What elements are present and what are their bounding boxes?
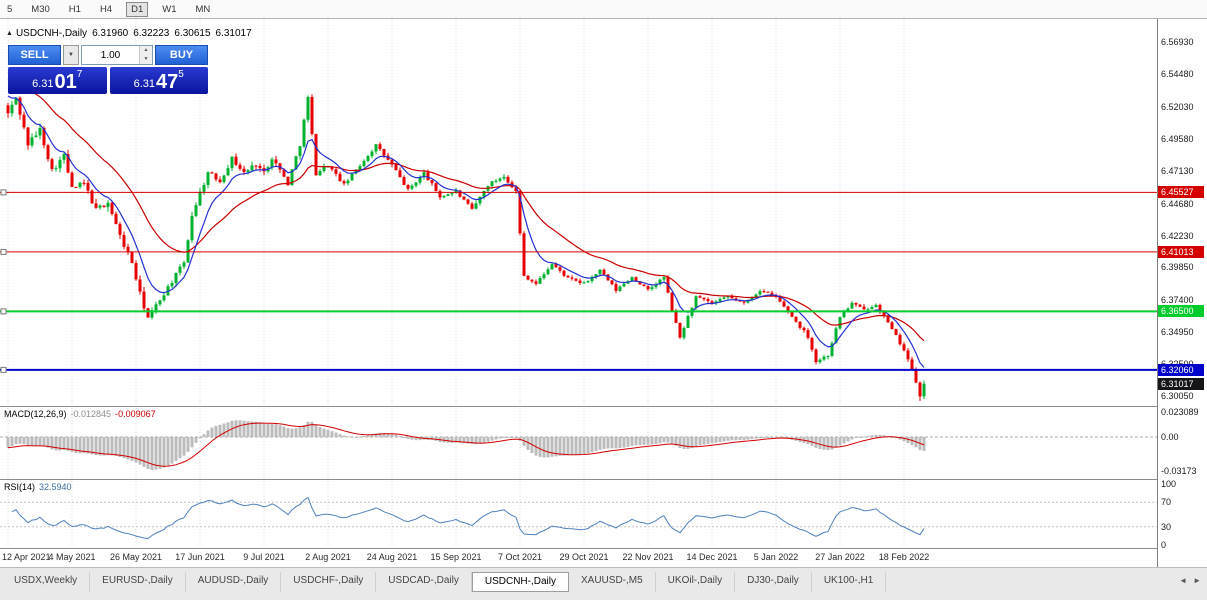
date-axis-label: 15 Sep 2021	[430, 552, 482, 562]
date-axis-label: 18 Feb 2022	[878, 552, 930, 562]
date-axis-label: 26 May 2021	[109, 552, 163, 562]
chart-tab-audusd-daily[interactable]: AUDUSD-,Daily	[186, 572, 282, 592]
sell-price-prefix: 6.31	[32, 78, 54, 90]
date-axis-label: 14 Dec 2021	[686, 552, 738, 562]
price-axis[interactable]: 6.56930 6.54480 6.52030 6.49580 6.47130 6.446…	[1157, 19, 1207, 567]
price-level-tag: 6.31017	[1158, 377, 1204, 390]
timeframe-button-H4[interactable]: H4	[99, 3, 113, 15]
price-level-tag: 6.36500	[1158, 305, 1204, 318]
price-level-tag: 6.41013	[1158, 245, 1204, 258]
buy-price-pips: 47	[156, 71, 179, 93]
date-axis-label: 22 Nov 2021	[622, 552, 674, 562]
chart-tab-dj30-daily[interactable]: DJ30-,Daily	[735, 572, 812, 592]
chart-tab-usdcnh-daily[interactable]: USDCNH-,Daily	[471, 572, 569, 592]
axis-tick-label: 6.30050	[1161, 391, 1194, 402]
ohlc-close: 6.31017	[215, 28, 252, 39]
timeframe-button-W1[interactable]: W1	[162, 3, 177, 15]
axis-tick-label: 30	[1161, 521, 1172, 532]
date-axis-label: 17 Jun 2021	[175, 552, 225, 562]
timeframe-button-D1[interactable]: D1	[126, 1, 149, 17]
sell-button[interactable]: SELL	[8, 45, 61, 65]
ohlc-open: 6.31960	[92, 28, 129, 39]
date-axis-label: 24 Aug 2021	[366, 552, 418, 562]
buy-price-point: 5	[178, 69, 184, 80]
rsi-name: RSI(14)	[4, 482, 36, 492]
chart-tab-usdx-weekly[interactable]: USDX,Weekly	[2, 572, 91, 592]
date-axis-label: 5 Jan 2022	[753, 552, 799, 562]
date-axis-label: 2 Aug 2021	[305, 552, 351, 562]
date-axis-label: 12 Apr 2021	[2, 552, 51, 562]
chart-window: ▲ USDCNH-,Daily 6.31960 6.32223 6.30615 6.310…	[0, 19, 1207, 567]
macd-name: MACD(12,26,9)	[4, 409, 67, 419]
axis-tick-label: -0.03173	[1161, 466, 1197, 477]
chart-tab-xauusd-m5[interactable]: XAUUSD-,M5	[569, 572, 656, 592]
chevron-down-icon: ▼	[68, 52, 74, 58]
axis-tick-label: 6.54480	[1161, 69, 1194, 80]
axis-tick-label: 6.44680	[1161, 198, 1194, 209]
collapse-icon: ▲	[6, 30, 13, 37]
macd-indicator-label: MACD(12,26,9) -0.012845 -0.009067	[4, 409, 156, 419]
chart-ohlc-header: ▲ USDCNH-,Daily 6.31960 6.32223 6.30615 6.310…	[6, 28, 257, 39]
axis-tick-label: 6.56930	[1161, 37, 1194, 48]
date-axis-label: 29 Oct 2021	[559, 552, 609, 562]
chart-tab-uk100-h1[interactable]: UK100-,H1	[812, 572, 887, 592]
order-options-dropdown[interactable]: ▼	[63, 45, 79, 65]
macd-main-value: -0.012845	[70, 409, 112, 419]
price-level-tag: 6.45527	[1158, 186, 1204, 199]
axis-tick-label: 6.52030	[1161, 101, 1194, 112]
tab-scroll-nav: ◄ ►	[1179, 576, 1201, 585]
sell-price-display[interactable]: 6.31 01 7	[8, 67, 107, 94]
ohlc-high: 6.32223	[133, 28, 170, 39]
timeframe-button-MN[interactable]: MN	[195, 3, 211, 15]
axis-tick-label: 70	[1161, 497, 1172, 508]
price-level-tag: 6.32060	[1158, 363, 1204, 376]
axis-tick-label: 0.023089	[1161, 407, 1199, 418]
date-axis-label: 4 May 2021	[48, 552, 96, 562]
date-axis-label: 27 Jan 2022	[815, 552, 865, 562]
buy-price-display[interactable]: 6.31 47 5	[109, 67, 208, 94]
chart-tabs: USDX,Weekly EURUSD-,Daily AUDUSD-,Daily USD…	[2, 572, 887, 592]
timeframe-button-5[interactable]: 5	[7, 3, 13, 15]
volume-field-wrap: ▲ ▼	[81, 45, 153, 65]
axis-tick-label: 6.49580	[1161, 133, 1194, 144]
volume-input[interactable]	[82, 46, 139, 64]
timeframe-button-H1[interactable]: H1	[68, 3, 81, 15]
tab-scroll-right-icon[interactable]: ►	[1193, 576, 1201, 585]
volume-decrease-button[interactable]: ▼	[140, 55, 152, 64]
macd-signal-value: -0.009067	[115, 409, 156, 419]
timeframe-button-M30[interactable]: M30	[31, 3, 50, 15]
axis-tick-label: 6.39850	[1161, 262, 1194, 273]
chart-tab-bar: USDX,Weekly EURUSD-,Daily AUDUSD-,Daily USD…	[0, 567, 1207, 600]
axis-tick-label: 0.00	[1161, 432, 1179, 442]
rsi-value: 32.5940	[39, 482, 72, 492]
chart-symbol-label: USDCNH-,Daily	[15, 28, 88, 39]
axis-tick-label: 6.37400	[1161, 294, 1194, 305]
tab-scroll-left-icon[interactable]: ◄	[1179, 576, 1188, 585]
axis-tick-label: 0	[1161, 540, 1167, 550]
chart-tab-usdchf-daily[interactable]: USDCHF-,Daily	[281, 572, 377, 592]
sell-price-point: 7	[76, 69, 83, 80]
axis-tick-label: 100	[1161, 479, 1177, 489]
axis-tick-label: 6.42230	[1161, 230, 1194, 241]
ohlc-low: 6.30615	[174, 28, 211, 39]
price-chart-canvas[interactable]	[0, 19, 1157, 567]
axis-tick-label: 6.47130	[1161, 166, 1194, 177]
date-axis-label: 7 Oct 2021	[497, 552, 543, 562]
buy-price-prefix: 6.31	[133, 78, 156, 90]
chart-tab-ukoil-daily[interactable]: UKOil-,Daily	[656, 572, 736, 592]
sell-price-pips: 01	[54, 71, 77, 93]
chart-tab-usdcad-daily[interactable]: USDCAD-,Daily	[376, 572, 472, 592]
volume-stepper: ▲ ▼	[139, 46, 152, 64]
rsi-indicator-label: RSI(14) 32.5940	[4, 482, 72, 492]
volume-increase-button[interactable]: ▲	[140, 46, 152, 55]
date-axis[interactable]: 12 Apr 2021 4 May 2021 26 May 2021 17 Jun 2…	[0, 550, 1157, 566]
timeframe-toolbar: 5 M30 H1 H4 D1 W1 MN	[0, 0, 1207, 19]
date-axis-label: 9 Jul 2021	[243, 552, 285, 562]
buy-button[interactable]: BUY	[155, 45, 208, 65]
chart-tab-eurusd-daily[interactable]: EURUSD-,Daily	[90, 572, 186, 592]
axis-tick-label: 6.34950	[1161, 326, 1194, 337]
